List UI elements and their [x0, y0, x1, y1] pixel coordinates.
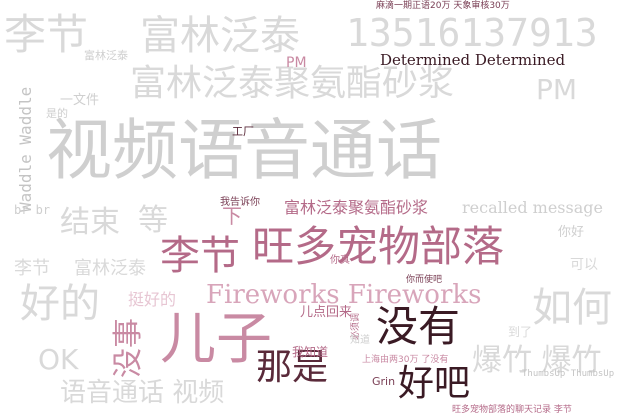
word-cloud-word: PM	[286, 55, 307, 71]
word-cloud-word: 等	[138, 203, 168, 238]
word-cloud-word: Waddle Waddle	[16, 86, 35, 212]
word-cloud-word: OK	[38, 343, 79, 376]
word-cloud-word: 下	[222, 204, 242, 228]
word-cloud-word: 我知道	[292, 345, 329, 359]
word-cloud-word: 没事	[111, 318, 146, 378]
word-cloud-word: Grin	[372, 375, 396, 388]
word-cloud-word: 好的	[20, 281, 100, 327]
word-cloud-word: 富林泛泰聚氨酯砂浆	[284, 198, 429, 217]
word-cloud-word: 工厂	[232, 125, 254, 138]
word-cloud-word: Determined Determined	[380, 51, 566, 69]
word-cloud-word: 没有	[376, 302, 461, 351]
word-cloud-word: 我告诉你	[220, 197, 260, 208]
word-cloud-word: 是的	[46, 107, 68, 120]
word-cloud-word: 儿子	[160, 307, 272, 372]
word-cloud-word: 可以	[570, 257, 598, 273]
word-cloud-word: 你而使吧	[406, 275, 443, 285]
word-cloud-word: Fireworks Fireworks	[206, 280, 482, 310]
word-cloud-word: 上海由两30万 了没有	[362, 355, 449, 365]
word-cloud-word: 挺好的	[128, 290, 177, 309]
word-cloud-word: ThumbsUp ThumbsUp	[522, 369, 615, 379]
word-cloud-word: 李节	[14, 258, 50, 279]
word-cloud-word: br br	[14, 203, 51, 217]
word-cloud-word: 一文件	[60, 93, 100, 108]
word-cloud-word: 富林泛泰	[74, 258, 146, 279]
word-cloud-word: 富林泛泰	[84, 49, 128, 62]
word-cloud-word: 爆竹 爆竹	[472, 343, 602, 378]
word-cloud-word: 李节	[4, 10, 89, 59]
word-cloud-word: 到了	[508, 325, 533, 339]
word-cloud-word: 富林泛泰	[140, 13, 300, 59]
word-cloud-word: 李节	[160, 233, 240, 279]
word-cloud-word: 好吧	[398, 363, 471, 404]
word-cloud-word: recalled message	[462, 198, 603, 217]
word-cloud-word: 如何	[532, 285, 612, 331]
word-cloud-word: 那是	[256, 347, 329, 388]
word-cloud-word: 富林泛泰聚氨酯砂浆	[130, 63, 455, 104]
word-cloud-word: 你好	[558, 225, 585, 240]
word-cloud-word: 旺多宠物部落的聊天记录 李节	[452, 405, 572, 415]
word-cloud-word: 知道	[350, 335, 370, 346]
word-cloud-word: 视频语音通话	[46, 112, 442, 189]
word-cloud-word: 麻滴一期正语20万 天象审核30万	[376, 1, 510, 11]
word-cloud-word: 13516137913	[346, 11, 598, 55]
word-cloud-word: 儿点回来	[300, 305, 353, 320]
word-cloud-word: 你真	[330, 255, 350, 266]
word-cloud-word: 结束	[60, 205, 120, 240]
word-cloud-word: PM	[536, 73, 578, 106]
word-cloud-word: 语音通话 视频	[60, 378, 225, 408]
word-cloud-word: 旺多宠物部落	[252, 222, 505, 271]
